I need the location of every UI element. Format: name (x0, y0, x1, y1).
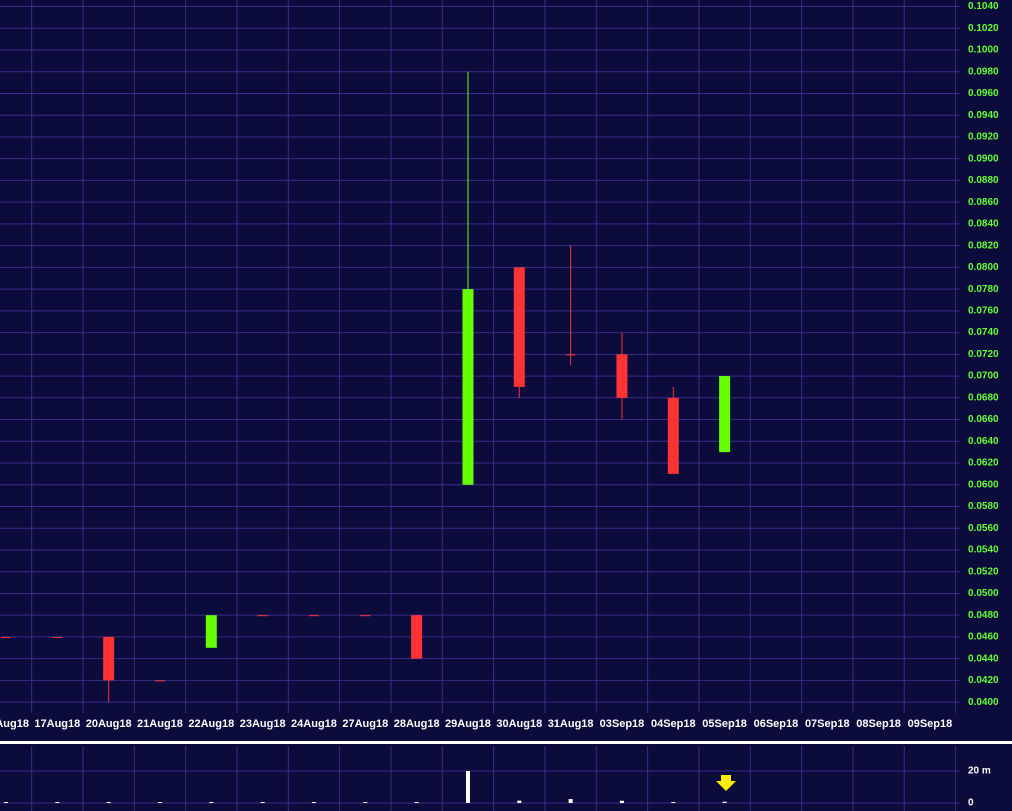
y-tick-label: 0.0860 (968, 197, 999, 208)
candle-body (308, 615, 319, 617)
volume-bar (157, 802, 162, 803)
x-tick-label: 27Aug18 (342, 718, 388, 730)
current-marker-arrow (716, 775, 736, 791)
volume-bar (722, 801, 727, 803)
candle-body (513, 267, 525, 387)
y-tick-label: 0.0480 (968, 610, 999, 621)
volume-bar (311, 802, 316, 803)
volume-bar (517, 800, 522, 803)
candle-body (411, 615, 423, 659)
y-tick-label: 0.0660 (968, 414, 999, 425)
volume-bar (671, 802, 676, 803)
x-tick-label: 03Sep18 (600, 718, 645, 730)
volume-bar (55, 802, 60, 803)
y-tick-label: 0.1040 (968, 1, 999, 12)
x-tick-label: 05Sep18 (702, 718, 747, 730)
y-tick-label: 0.0920 (968, 132, 999, 143)
y-tick-label: 0.0520 (968, 566, 999, 577)
y-tick-label: 0.0580 (968, 501, 999, 512)
x-tick-label: 22Aug18 (188, 718, 234, 730)
candle-body (154, 680, 165, 682)
y-tick-label: 0.0640 (968, 436, 999, 447)
candle-body (616, 354, 628, 398)
x-tick-label: 07Sep18 (805, 718, 850, 730)
volume-bar (260, 802, 265, 803)
volume-bar (363, 802, 368, 803)
y-tick-label: 0.0980 (968, 66, 999, 77)
volume-tick-label: 0 (968, 798, 974, 809)
y-tick-label: 0.0600 (968, 479, 999, 490)
y-tick-label: 0.0720 (968, 349, 999, 360)
y-tick-label: 0.0760 (968, 305, 999, 316)
x-tick-label: 21Aug18 (137, 718, 183, 730)
y-tick-label: 0.0620 (968, 458, 999, 469)
y-tick-label: 0.0500 (968, 588, 999, 599)
y-tick-label: 0.0700 (968, 371, 999, 382)
y-tick-label: 0.0740 (968, 327, 999, 338)
candle-body (719, 376, 731, 453)
volume-bar (568, 799, 573, 803)
candle-body (462, 289, 474, 485)
candle-body (205, 615, 217, 648)
x-tick-label: 20Aug18 (86, 718, 132, 730)
y-tick-label: 0.0900 (968, 153, 999, 164)
y-tick-label: 0.0420 (968, 675, 999, 686)
x-tick-label: 04Sep18 (651, 718, 696, 730)
grid (0, 0, 960, 811)
y-tick-label: 0.0540 (968, 545, 999, 556)
x-tick-label: 09Sep18 (908, 718, 953, 730)
volume-bar (106, 802, 111, 803)
y-tick-label: 0.0940 (968, 110, 999, 121)
candle-body (667, 397, 679, 474)
y-tick-label: 0.0820 (968, 240, 999, 251)
x-tick-label: 30Aug18 (496, 718, 542, 730)
volume-bar (619, 800, 624, 803)
y-tick-label: 0.0400 (968, 697, 999, 708)
candle-body (103, 636, 115, 681)
y-tick-label: 0.1020 (968, 23, 999, 34)
candle-body (1, 636, 11, 638)
x-tick-label: 28Aug18 (394, 718, 440, 730)
y-tick-label: 0.0800 (968, 262, 999, 273)
y-tick-label: 0.0460 (968, 632, 999, 643)
y-tick-label: 0.0440 (968, 653, 999, 664)
y-tick-label: 0.0680 (968, 392, 999, 403)
volume-bar (414, 802, 419, 803)
x-tick-label: 17Aug18 (34, 718, 80, 730)
volume-tick-label: 20 m (968, 766, 991, 777)
x-tick-label: 31Aug18 (548, 718, 594, 730)
y-tick-label: 0.0560 (968, 523, 999, 534)
volume-bar (4, 802, 8, 803)
x-tick-label: 16Aug18 (0, 718, 29, 730)
y-tick-label: 0.0780 (968, 284, 999, 295)
volume-bar (209, 802, 214, 803)
candle-body (257, 615, 268, 617)
y-tick-label: 0.1000 (968, 45, 999, 56)
x-tick-label: 29Aug18 (445, 718, 491, 730)
x-tick-label: 23Aug18 (240, 718, 286, 730)
candle-body (52, 636, 63, 638)
x-tick-label: 24Aug18 (291, 718, 337, 730)
candle-body (360, 615, 371, 617)
volume-bar (465, 771, 470, 803)
x-tick-label: 06Sep18 (754, 718, 799, 730)
panel-separator (0, 741, 1012, 744)
y-tick-label: 0.0840 (968, 219, 999, 230)
y-tick-label: 0.0880 (968, 175, 999, 186)
x-tick-label: 08Sep18 (856, 718, 901, 730)
candle-body (565, 354, 576, 356)
y-tick-label: 0.0960 (968, 88, 999, 99)
